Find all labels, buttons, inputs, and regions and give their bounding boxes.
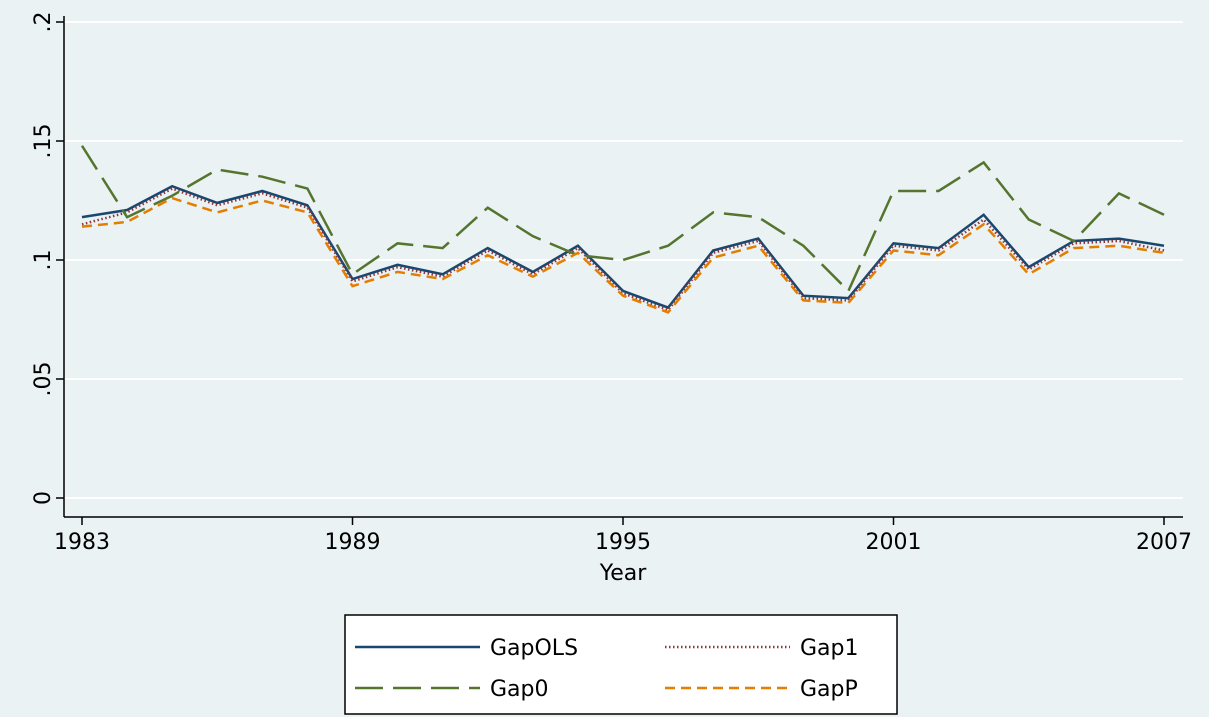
y-tick-label: .1 (31, 250, 56, 271)
series-line (81, 187, 1165, 312)
y-tick-label: .05 (31, 362, 56, 397)
legend-label: GapOLS (490, 636, 578, 661)
legend-label: Gap1 (800, 636, 859, 661)
legend-label: Gap0 (490, 677, 549, 702)
x-tick-label: 1995 (595, 530, 651, 555)
legend-label: GapP (800, 677, 858, 702)
series-line (80, 145, 1165, 294)
y-tick-label: .15 (31, 124, 56, 159)
x-tick-label: 1983 (54, 530, 110, 555)
y-tick-label: 0 (31, 491, 56, 505)
y-tick-label: .2 (31, 12, 56, 33)
x-tick-label: 2007 (1136, 530, 1192, 555)
series-line (81, 184, 1165, 310)
x-tick-label: 2001 (866, 530, 922, 555)
x-axis-title: Year (599, 561, 648, 586)
legend-box (344, 614, 898, 715)
series-line (81, 196, 1165, 314)
x-tick-label: 1989 (325, 530, 381, 555)
